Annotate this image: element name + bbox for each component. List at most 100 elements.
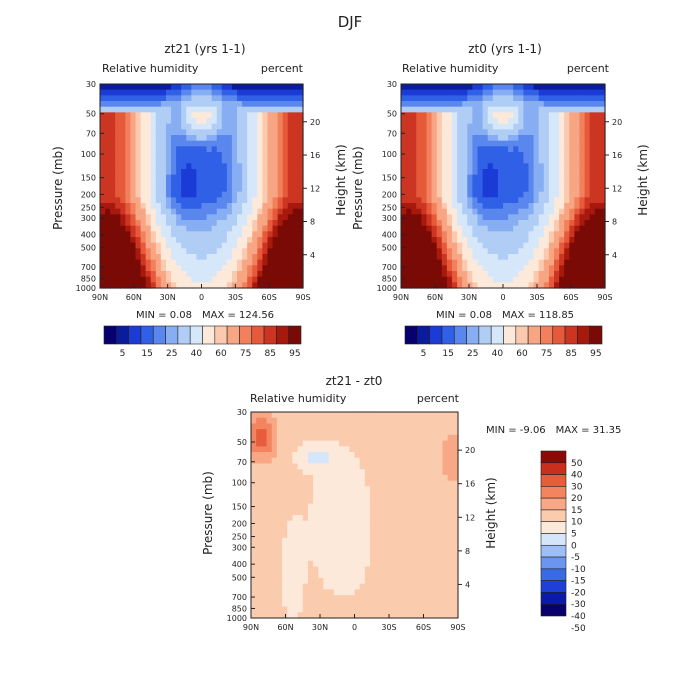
heatmap-cell (432, 469, 438, 476)
heatmap-cell (503, 152, 509, 159)
heatmap-cell (497, 157, 504, 164)
heatmap-cell (380, 555, 387, 562)
heatmap-cell (145, 163, 152, 170)
heatmap-cell (523, 169, 530, 176)
heatmap-cell (287, 589, 293, 596)
heatmap-cell (261, 595, 268, 602)
heatmap-cell (318, 434, 325, 442)
heatmap-cell (287, 242, 294, 249)
heatmap-cell (171, 203, 177, 210)
heatmap-cell (323, 429, 330, 436)
heatmap-cell (165, 276, 172, 283)
heatmap-cell (426, 486, 433, 493)
heatmap-cell (574, 169, 581, 176)
heatmap-cell (110, 163, 116, 170)
heatmap-cell (359, 457, 366, 465)
heatmap-cell (272, 186, 279, 193)
heatmap-cell (247, 203, 253, 210)
heatmap-cell (226, 225, 233, 232)
heatmap-cell (426, 469, 433, 476)
heatmap-cell (411, 203, 417, 210)
heatmap-cell (323, 440, 330, 447)
heatmap-cell (271, 434, 278, 442)
heatmap-cell (120, 191, 126, 198)
heatmap-cell (354, 480, 361, 487)
heatmap-cell (406, 157, 412, 164)
heatmap-cell (508, 203, 514, 210)
heatmap-cell (155, 276, 162, 283)
heatmap-cell (226, 186, 233, 193)
heatmap-cell (302, 474, 309, 482)
heatmap-cell (276, 423, 283, 430)
heatmap-cell (307, 606, 314, 613)
heatmap-cell (569, 123, 575, 130)
heatmap-cell (115, 84, 121, 91)
heatmap-cell (457, 203, 463, 210)
heatmap-cell (442, 526, 449, 533)
heatmap-cell (297, 532, 304, 539)
heatmap-cell (538, 152, 545, 159)
heatmap-cell (115, 157, 121, 164)
heatmap-cell (216, 254, 223, 261)
heatmap-cell (401, 537, 407, 545)
heatmap-cell (271, 532, 278, 539)
heatmap-cell (266, 532, 273, 539)
heatmap-cell (584, 146, 591, 153)
heatmap-cell (594, 197, 601, 204)
heatmap-cell (411, 237, 417, 244)
heatmap-cell (406, 259, 412, 266)
heatmap-cell (432, 509, 438, 516)
heatmap-cell (385, 492, 392, 499)
heatmap-cell (344, 457, 350, 465)
heatmap-cell (411, 537, 418, 545)
heatmap-cell (307, 480, 314, 487)
heatmap-cell (150, 146, 157, 153)
heatmap-cell (421, 446, 428, 453)
heatmap-cell (216, 174, 223, 181)
heatmap-cell (261, 606, 268, 613)
heatmap-cell (211, 146, 218, 153)
heatmap-cell (559, 214, 565, 221)
heatmap-cell (160, 157, 167, 164)
heatmap-cell (497, 89, 504, 96)
heatmap-cell (401, 106, 407, 113)
heatmap-cell (349, 549, 356, 556)
heatmap-cell (271, 560, 278, 568)
heatmap-cell (416, 163, 422, 170)
heatmap-cell (155, 135, 162, 142)
heatmap-cell (338, 543, 345, 550)
heatmap-cell (135, 112, 142, 119)
heatmap-cell (482, 152, 489, 159)
heatmap-cell (140, 197, 147, 204)
heatmap-cell (508, 242, 514, 249)
heatmap-cell (120, 203, 126, 210)
heatmap-cell (242, 242, 248, 249)
heatmap-cell (589, 95, 596, 102)
heatmap-cell (120, 118, 126, 125)
heatmap-cell (492, 157, 499, 164)
heatmap-cell (150, 265, 157, 272)
heatmap-cell (145, 271, 152, 278)
heatmap-cell (431, 254, 438, 261)
heatmap-cell (323, 606, 330, 613)
heatmap-cell (437, 486, 444, 493)
heatmap-cell (497, 123, 504, 130)
heatmap-cell (533, 123, 540, 130)
heatmap-cell (328, 446, 335, 453)
heatmap-cell (130, 265, 137, 272)
heatmap-cell (380, 509, 387, 516)
heatmap-cell (436, 248, 443, 255)
heatmap-cell (487, 237, 494, 244)
heatmap-cell (247, 157, 253, 164)
heatmap-cell (277, 101, 284, 108)
heatmap-cell (354, 474, 361, 482)
heatmap-cell (533, 118, 540, 125)
heatmap-cell (328, 595, 335, 602)
heatmap-cell (145, 259, 152, 266)
heatmap-cell (528, 135, 535, 142)
heatmap-cell (406, 118, 412, 125)
heatmap-cell (380, 526, 387, 533)
heatmap-cell (125, 118, 132, 125)
heatmap-cell (140, 140, 147, 147)
heatmap-cell (313, 606, 319, 613)
